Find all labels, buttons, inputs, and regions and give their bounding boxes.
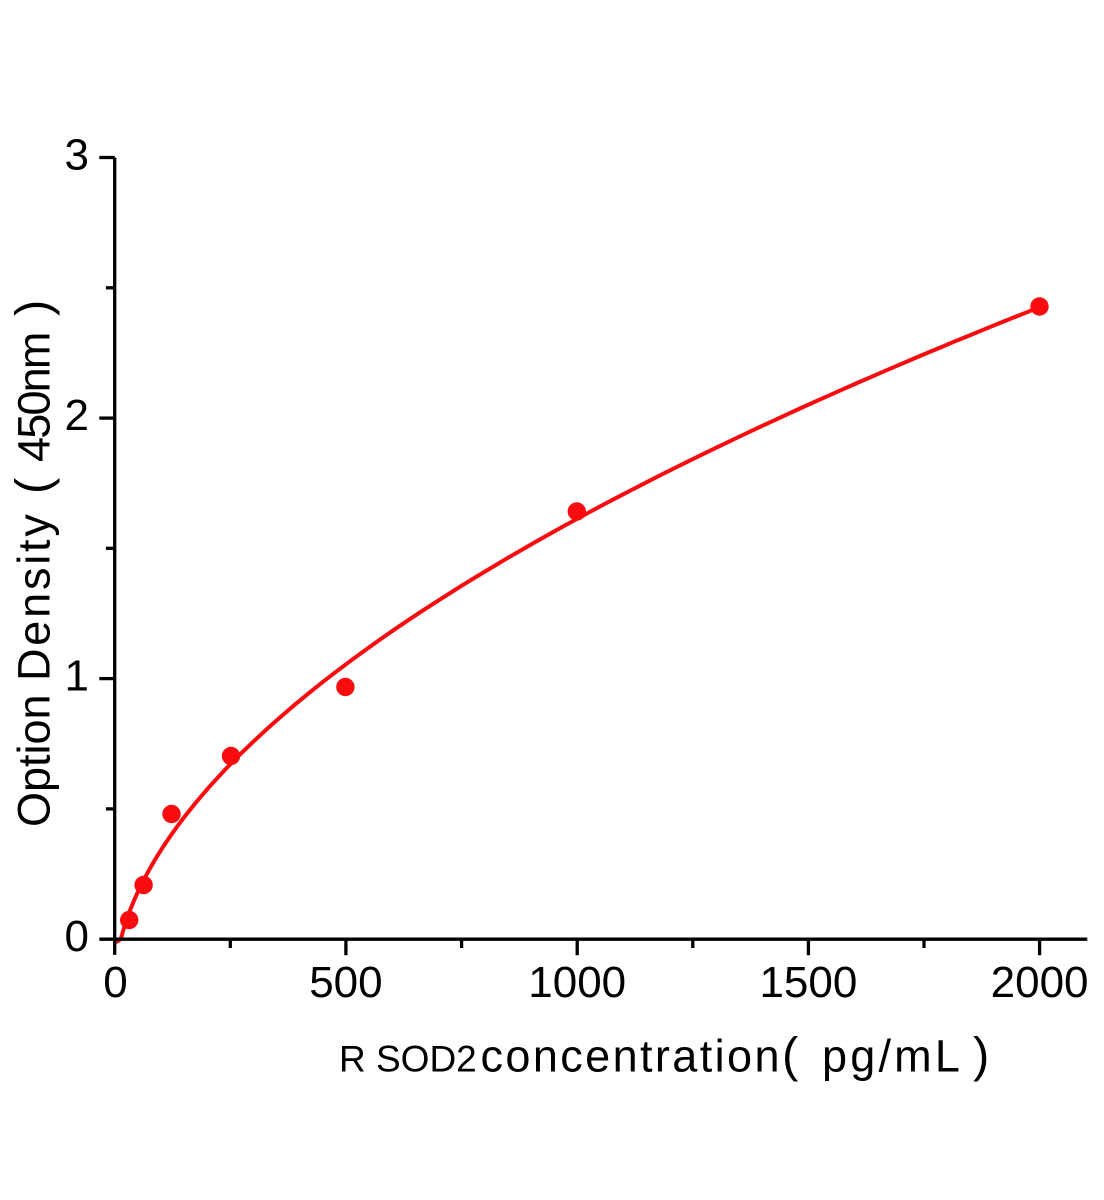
svg-text:500: 500 xyxy=(309,958,382,1007)
svg-text:2: 2 xyxy=(65,391,89,440)
svg-text:2000: 2000 xyxy=(991,958,1089,1007)
svg-text:OptionDensity(450nm): OptionDensity(450nm) xyxy=(7,300,61,827)
svg-text:1: 1 xyxy=(65,652,89,701)
svg-text:0: 0 xyxy=(103,958,127,1007)
svg-text:3: 3 xyxy=(65,131,89,180)
svg-text:0: 0 xyxy=(65,912,89,961)
svg-text:1500: 1500 xyxy=(759,958,857,1007)
svg-text:1000: 1000 xyxy=(528,958,626,1007)
svg-text:R SOD2concentration(pg/mL): R SOD2concentration(pg/mL) xyxy=(339,1029,989,1083)
